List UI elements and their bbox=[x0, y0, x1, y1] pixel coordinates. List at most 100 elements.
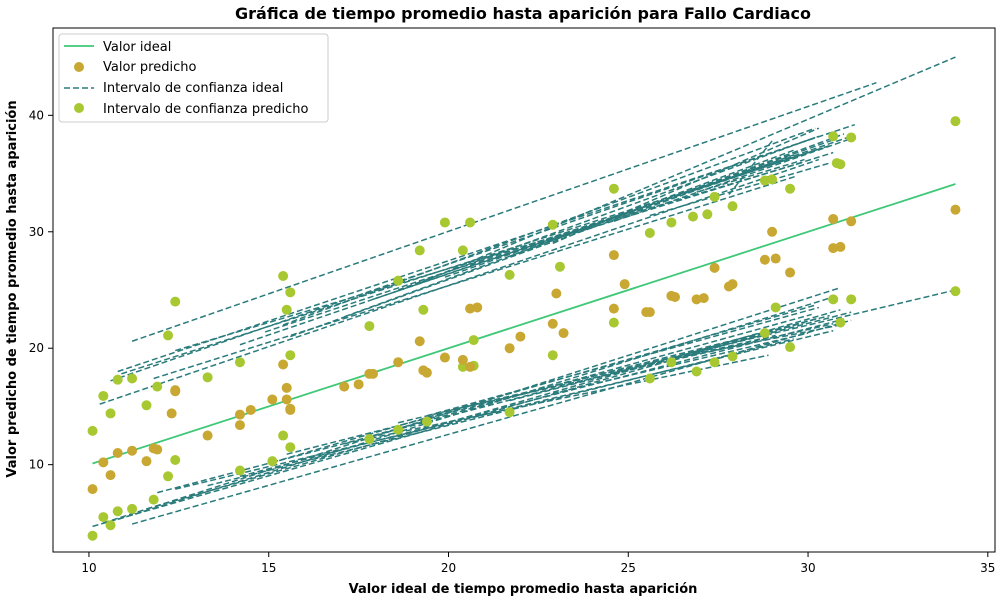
ci-predicted-point bbox=[278, 271, 289, 282]
ci-predicted-point bbox=[547, 350, 558, 361]
ci-ideal-line bbox=[372, 313, 812, 437]
ci-ideal-line bbox=[462, 323, 834, 409]
predicted-point bbox=[141, 456, 152, 467]
ci-predicted-point bbox=[234, 357, 245, 368]
ci-ideal-line bbox=[157, 321, 805, 494]
ci-predicted-point bbox=[87, 530, 98, 541]
ci-predicted-point bbox=[835, 159, 846, 170]
predicted-point bbox=[285, 404, 296, 415]
ci-ideal-line bbox=[552, 127, 820, 245]
ci-ideal-line bbox=[613, 137, 852, 223]
ci-predicted-point bbox=[87, 425, 98, 436]
ci-predicted-point bbox=[127, 503, 138, 514]
predicted-point bbox=[472, 302, 483, 313]
ci-predicted-point bbox=[554, 261, 565, 272]
ci-predicted-point bbox=[285, 287, 296, 298]
legend-swatch-predicted bbox=[74, 62, 84, 72]
ci-ideal-line bbox=[649, 162, 830, 217]
ci-predicted-point bbox=[163, 471, 174, 482]
ci-predicted-point bbox=[465, 217, 476, 228]
y-tick-label: 20 bbox=[29, 341, 44, 355]
ci-predicted-point bbox=[759, 328, 770, 339]
ci-predicted-point bbox=[785, 183, 796, 194]
ci-predicted-point bbox=[148, 494, 159, 505]
x-tick-label: 30 bbox=[800, 561, 815, 575]
x-tick-label: 35 bbox=[980, 561, 995, 575]
predicted-point bbox=[170, 386, 181, 397]
ci-predicted-point bbox=[644, 373, 655, 384]
predicted-point bbox=[670, 291, 681, 302]
ci-ideal-line bbox=[153, 175, 798, 380]
ci-predicted-point bbox=[267, 456, 278, 467]
ci-predicted-point bbox=[364, 321, 375, 332]
ci-predicted-point bbox=[439, 217, 450, 228]
plot-frame bbox=[52, 27, 996, 553]
y-tick-label: 10 bbox=[29, 458, 44, 472]
ci-ideal-line bbox=[649, 324, 841, 365]
ci-predicted-point bbox=[666, 357, 677, 368]
ci-ideal-line bbox=[426, 306, 820, 417]
predicted-point bbox=[367, 368, 378, 379]
predicted-point bbox=[281, 382, 292, 393]
ci-predicted-point bbox=[709, 191, 720, 202]
predicted-point bbox=[421, 367, 432, 378]
predicted-point bbox=[835, 241, 846, 252]
chart-title: Gráfica de tiempo promedio hasta aparici… bbox=[235, 4, 811, 23]
ci-predicted-point bbox=[709, 357, 720, 368]
predicted-point bbox=[727, 279, 738, 290]
ci-predicted-point bbox=[950, 116, 961, 127]
ci-predicted-point bbox=[112, 506, 123, 517]
ci-ideal-line bbox=[372, 156, 794, 301]
ci-ideal-line bbox=[264, 147, 823, 333]
ci-predicted-point bbox=[608, 317, 619, 328]
ci-predicted-point bbox=[666, 217, 677, 228]
ci-predicted-point bbox=[127, 373, 138, 384]
ci-predicted-point bbox=[504, 269, 515, 280]
ci-predicted-point bbox=[393, 275, 404, 286]
predicted-point bbox=[98, 457, 109, 468]
ci-predicted-point bbox=[504, 407, 515, 418]
ci-ideal-line bbox=[146, 309, 841, 510]
predicted-point bbox=[846, 216, 857, 227]
predicted-point bbox=[439, 352, 450, 363]
legend-label-predicted: Valor predicho bbox=[103, 60, 196, 75]
ci-predicted-point bbox=[785, 342, 796, 353]
predicted-point bbox=[105, 470, 116, 481]
ci-predicted-point bbox=[608, 183, 619, 194]
predicted-point bbox=[278, 359, 289, 370]
predicted-point bbox=[457, 354, 468, 365]
predicted-point bbox=[234, 409, 245, 420]
predicted-point bbox=[87, 484, 98, 495]
ci-ideal-line bbox=[131, 82, 877, 342]
predicted-point bbox=[202, 430, 213, 441]
ci-ideal-line bbox=[509, 149, 794, 257]
ci-ideal-line bbox=[121, 144, 830, 375]
predicted-point bbox=[393, 357, 404, 368]
ci-ideal-line bbox=[175, 161, 805, 352]
ci-predicted-point bbox=[828, 294, 839, 305]
x-tick-label: 25 bbox=[621, 561, 636, 575]
predicted-point bbox=[767, 226, 778, 237]
predicted-point bbox=[551, 288, 562, 299]
legend-label-ci-predicted: Intervalo de confianza predicho bbox=[103, 102, 308, 117]
ci-predicted-point bbox=[418, 304, 429, 315]
predicted-point bbox=[112, 448, 123, 459]
ci-ideal-line bbox=[552, 332, 809, 395]
legend: Valor ideal Valor predicho Intervalo de … bbox=[58, 33, 329, 123]
y-tick-label: 40 bbox=[29, 108, 44, 122]
predicted-points bbox=[87, 204, 961, 495]
predicted-point bbox=[619, 279, 630, 290]
ci-predicted-point bbox=[691, 366, 702, 377]
y-axis-ticks: 10 20 30 40 bbox=[29, 108, 53, 472]
ci-predicted-point bbox=[727, 201, 738, 212]
predicted-point bbox=[709, 262, 720, 273]
predicted-point bbox=[234, 420, 245, 431]
ci-predicted-point bbox=[105, 408, 116, 419]
ci-predicted-point bbox=[152, 381, 163, 392]
ci-predicted-point bbox=[414, 245, 425, 256]
ci-ideal-line bbox=[469, 151, 834, 267]
ci-predicted-point bbox=[421, 416, 432, 427]
plot-area bbox=[87, 56, 961, 541]
ci-predicted-point bbox=[457, 245, 468, 256]
ci-predicted-point bbox=[163, 330, 174, 341]
